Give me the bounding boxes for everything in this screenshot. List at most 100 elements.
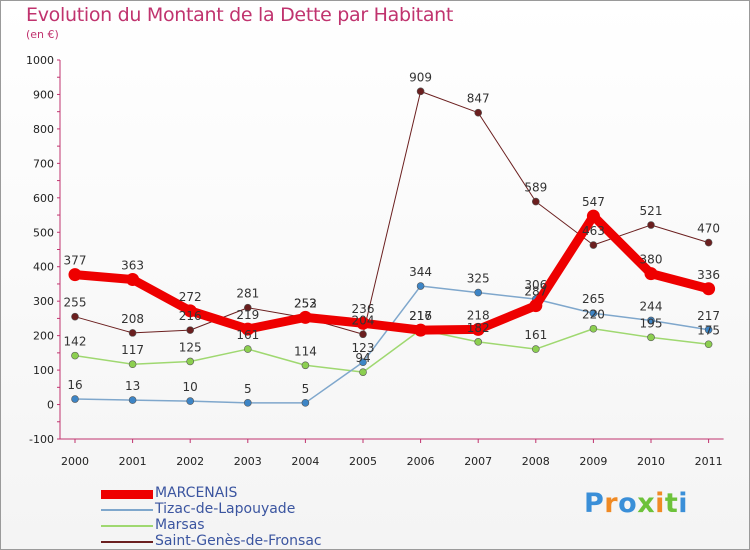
data-label: 204 bbox=[352, 313, 375, 327]
legend-swatch bbox=[101, 541, 153, 543]
data-point bbox=[529, 299, 543, 313]
data-point bbox=[359, 358, 367, 366]
x-tick-label: 2002 bbox=[176, 455, 204, 468]
data-label: 208 bbox=[121, 312, 144, 326]
data-label: 377 bbox=[64, 254, 87, 268]
y-tick-label: 0 bbox=[47, 399, 54, 412]
data-point bbox=[128, 396, 137, 404]
data-point bbox=[128, 329, 137, 337]
data-label: 281 bbox=[236, 287, 259, 301]
legend-swatch bbox=[101, 525, 153, 527]
data-label: 220 bbox=[582, 308, 605, 322]
series-line-saint-genes-de-fronsac bbox=[74, 90, 710, 335]
data-label: 161 bbox=[236, 328, 259, 342]
data-label: 161 bbox=[524, 328, 547, 342]
data-label: 217 bbox=[409, 309, 432, 323]
logo-letter: i bbox=[678, 488, 689, 519]
logo-letter: r bbox=[604, 488, 619, 519]
y-tick-label: 400 bbox=[33, 261, 54, 274]
logo-letter: x bbox=[637, 488, 656, 519]
data-label: 244 bbox=[640, 299, 663, 313]
chart-title: Evolution du Montant de la Dette par Hab… bbox=[26, 4, 454, 26]
y-tick-label: 200 bbox=[33, 330, 54, 343]
series-line-marsas bbox=[74, 327, 710, 373]
series-line-marcenais bbox=[70, 211, 714, 335]
data-point bbox=[359, 330, 367, 339]
chart-subtitle: (en €) bbox=[26, 28, 59, 41]
data-label: 255 bbox=[64, 296, 87, 310]
data-point bbox=[68, 268, 82, 282]
y-tick-label: -100 bbox=[29, 433, 54, 446]
data-point bbox=[244, 303, 252, 312]
logo-letter: i bbox=[655, 488, 665, 519]
data-label: 547 bbox=[582, 195, 605, 209]
data-label: 216 bbox=[409, 309, 432, 323]
y-tick-label: 500 bbox=[33, 226, 54, 239]
data-label: 589 bbox=[524, 181, 547, 195]
data-point bbox=[531, 197, 540, 206]
data-point bbox=[704, 325, 713, 334]
data-point bbox=[356, 316, 370, 330]
data-label: 216 bbox=[179, 309, 202, 323]
data-point bbox=[704, 340, 713, 349]
data-label: 175 bbox=[697, 323, 720, 337]
data-point bbox=[186, 357, 194, 366]
data-point bbox=[241, 322, 255, 336]
logo-letter: P bbox=[584, 488, 605, 519]
data-label: 306 bbox=[524, 278, 547, 292]
data-point bbox=[644, 267, 658, 281]
data-point bbox=[71, 395, 79, 403]
data-label: 470 bbox=[697, 222, 720, 236]
proxiti-logo: Proxiti bbox=[584, 488, 688, 519]
legend-label: Saint-Genès-de-Fronsac bbox=[155, 533, 322, 549]
data-point bbox=[647, 316, 655, 325]
data-label: 5 bbox=[302, 382, 310, 396]
data-label: 272 bbox=[179, 290, 202, 304]
x-tick-label: 2004 bbox=[291, 455, 319, 468]
data-point bbox=[186, 397, 194, 405]
data-label: 265 bbox=[582, 292, 605, 306]
x-tick-label: 2008 bbox=[522, 455, 550, 468]
y-tick-label: 1000 bbox=[26, 54, 54, 67]
data-point bbox=[416, 87, 425, 96]
legend-label: Tizac-de-Lapouyade bbox=[155, 501, 296, 517]
data-label: 5 bbox=[244, 382, 252, 396]
data-label: 16 bbox=[67, 378, 82, 392]
legend-label: MARCENAIS bbox=[155, 485, 238, 501]
data-point bbox=[416, 282, 425, 290]
x-tick-label: 2009 bbox=[579, 455, 607, 468]
data-label: 463 bbox=[582, 224, 605, 238]
legend-swatch bbox=[101, 509, 153, 511]
data-label: 287 bbox=[524, 285, 547, 299]
data-label: 325 bbox=[467, 272, 490, 286]
y-tick-label: 800 bbox=[33, 123, 54, 136]
x-tick-label: 2006 bbox=[407, 455, 435, 468]
data-point bbox=[647, 333, 655, 342]
data-label: 10 bbox=[183, 380, 198, 394]
logo-letter: t bbox=[664, 488, 679, 519]
data-label: 236 bbox=[352, 302, 375, 316]
data-label: 252 bbox=[294, 297, 317, 311]
data-label: 125 bbox=[179, 340, 202, 354]
data-point bbox=[183, 304, 197, 318]
data-point bbox=[589, 309, 598, 318]
data-point bbox=[531, 345, 540, 353]
data-point bbox=[414, 323, 428, 337]
data-point bbox=[301, 361, 310, 370]
y-tick-label: 300 bbox=[33, 295, 54, 308]
data-point bbox=[589, 241, 598, 249]
data-point bbox=[126, 272, 140, 286]
x-tick-label: 2001 bbox=[119, 455, 147, 468]
y-tick-label: 900 bbox=[33, 88, 54, 101]
data-label: 380 bbox=[640, 253, 663, 267]
data-label: 344 bbox=[409, 265, 432, 279]
data-label: 253 bbox=[294, 296, 317, 310]
data-point bbox=[186, 326, 194, 334]
data-point bbox=[71, 351, 79, 360]
x-tick-label: 2011 bbox=[695, 455, 723, 468]
data-label: 182 bbox=[467, 321, 490, 335]
data-label: 218 bbox=[467, 308, 490, 322]
legend-swatch bbox=[101, 489, 153, 499]
data-point bbox=[244, 345, 252, 353]
